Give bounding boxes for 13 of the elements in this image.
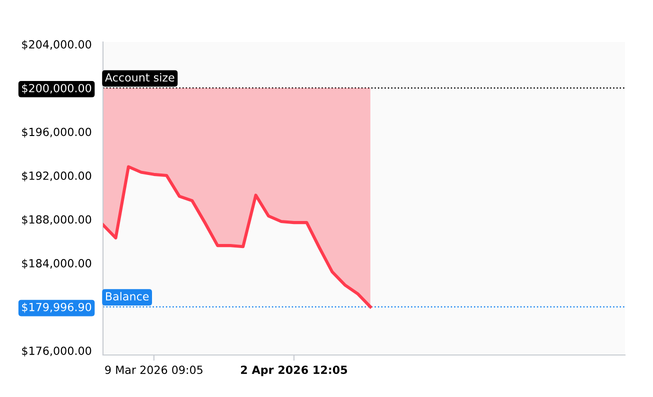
ref-line-label: Balance bbox=[106, 292, 149, 301]
x-tick-label: 2 Apr 2026 12:05 bbox=[241, 366, 348, 376]
y-tick-label: $192,000.00 bbox=[22, 171, 92, 182]
line-series bbox=[103, 165, 372, 308]
y-tick-label: $200,000.00 bbox=[22, 84, 92, 94]
y-tick-label: $196,000.00 bbox=[22, 128, 92, 138]
y-tick-label: $184,000.00 bbox=[22, 258, 92, 269]
y-tick-label: $188,000.00 bbox=[22, 215, 92, 226]
ref-line-label: Account size bbox=[104, 73, 174, 82]
y-tick-label: $176,000.00 bbox=[22, 346, 92, 356]
y-tick-label: $204,000.00 bbox=[22, 40, 92, 50]
y-tick-label: $179,996.90 bbox=[22, 302, 92, 313]
x-tick-label: 9 Mar 2026 09:05 bbox=[105, 366, 202, 374]
